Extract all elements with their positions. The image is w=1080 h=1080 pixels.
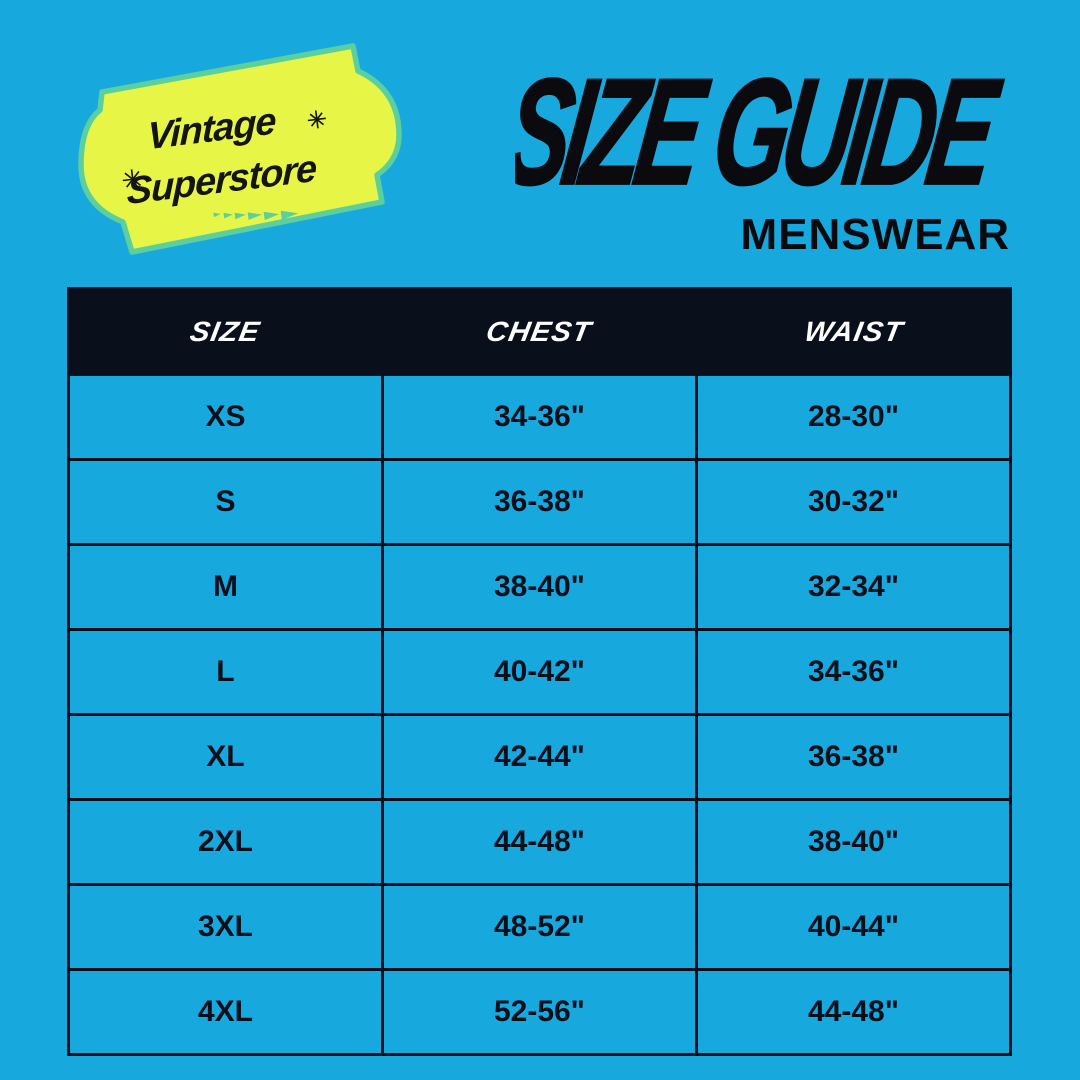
svg-text:Vintage: Vintage — [147, 99, 276, 158]
svg-text:SIZE GUIDE: SIZE GUIDE — [515, 48, 1009, 208]
